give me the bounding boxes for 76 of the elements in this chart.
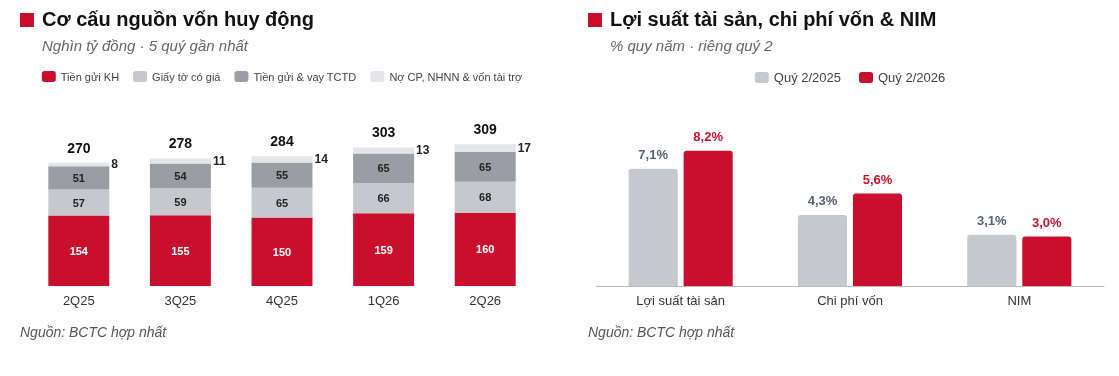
legend-label: Quý 2/2025: [773, 70, 841, 85]
x-tick-label: 2Q26: [469, 293, 502, 308]
bar: [48, 166, 110, 190]
data-label: 159: [374, 243, 393, 256]
data-label: 57: [72, 196, 85, 209]
x-tick-label: 4Q25: [266, 293, 298, 308]
data-label: 150: [272, 245, 292, 258]
bar: [251, 162, 313, 188]
text: Nguồn: BCTC hợp nhất: [588, 324, 736, 340]
bar: [48, 215, 110, 286]
data-label: 65: [275, 196, 289, 209]
legend-label: Nợ CP, NHNN & vốn tài trợ: [389, 70, 523, 83]
bar: [1022, 236, 1072, 286]
x-tick-label: NIM: [1007, 293, 1032, 308]
chart-subtitle: Nghìn tỷ đồng · 5 quý gần nhất: [42, 37, 250, 54]
data-label: 11: [212, 153, 226, 168]
legend-label: Tiền gửi KH: [60, 70, 120, 83]
data-label: 8,2%: [693, 128, 724, 144]
legend-label: Quý 2/2026: [878, 70, 946, 85]
total-label: 284: [270, 133, 294, 150]
text: Nguồn: BCTC hợp nhất: [20, 324, 168, 340]
bar: [852, 193, 903, 286]
x-tick-label: 3Q25: [164, 293, 197, 308]
data-label: 14: [314, 152, 329, 167]
data-label: 17: [517, 141, 532, 156]
x-tick-label: 1Q26: [367, 293, 400, 308]
total-label: 309: [473, 121, 498, 138]
bar: [251, 156, 313, 163]
data-label: 13: [416, 143, 430, 158]
data-label: 154: [69, 244, 89, 257]
bar: [454, 152, 516, 182]
x-tick-label: 2Q25: [62, 293, 95, 308]
chart-title: Lợi suất tài sản, chi phí vốn & NIM: [610, 8, 937, 31]
bar: [967, 234, 1017, 286]
bar: [454, 212, 516, 286]
data-label: 65: [479, 160, 492, 173]
data-label: 155: [171, 244, 190, 257]
bar: [353, 213, 415, 286]
data-label: 68: [479, 191, 492, 204]
chart-title: Cơ cấu nguồn vốn huy động: [42, 8, 314, 31]
data-label: 54: [174, 169, 188, 182]
bar: [353, 147, 415, 154]
bar: [628, 168, 678, 286]
bar: [454, 144, 516, 153]
bar: [683, 150, 733, 286]
total-label: 278: [168, 135, 193, 152]
x-tick-label: Chi phí vốn: [817, 293, 883, 308]
x-tick-label: Lợi suất tài sản: [636, 293, 726, 308]
data-label: 160: [476, 243, 495, 256]
chart-subtitle: % quy năm · riêng quý 2: [610, 37, 774, 54]
data-label: 55: [275, 169, 289, 182]
bar: [797, 215, 848, 286]
bar: [48, 189, 110, 216]
bar: [149, 163, 211, 189]
data-label: 4,3%: [807, 193, 838, 209]
data-label: 3,1%: [977, 212, 1008, 228]
total-label: 303: [371, 124, 396, 141]
data-label: 8: [111, 157, 119, 172]
data-label: 66: [377, 192, 390, 205]
data-label: 3,0%: [1032, 214, 1063, 230]
data-label: 59: [174, 195, 187, 208]
legend-label: Tiền gửi & vay TCTD: [253, 70, 357, 83]
bar: [251, 217, 313, 286]
legend-label: Giấy tờ có giá: [152, 70, 222, 83]
bar: [149, 215, 211, 286]
bar: [251, 187, 313, 218]
bar: [353, 183, 415, 214]
bar: [149, 188, 211, 216]
data-label: 65: [377, 162, 390, 175]
data-label: 5,6%: [862, 171, 893, 187]
total-label: 270: [67, 139, 91, 156]
bar: [149, 158, 211, 164]
bar: [454, 181, 516, 213]
bar: [353, 153, 415, 184]
data-label: 7,1%: [638, 146, 669, 162]
data-label: 51: [72, 171, 85, 184]
